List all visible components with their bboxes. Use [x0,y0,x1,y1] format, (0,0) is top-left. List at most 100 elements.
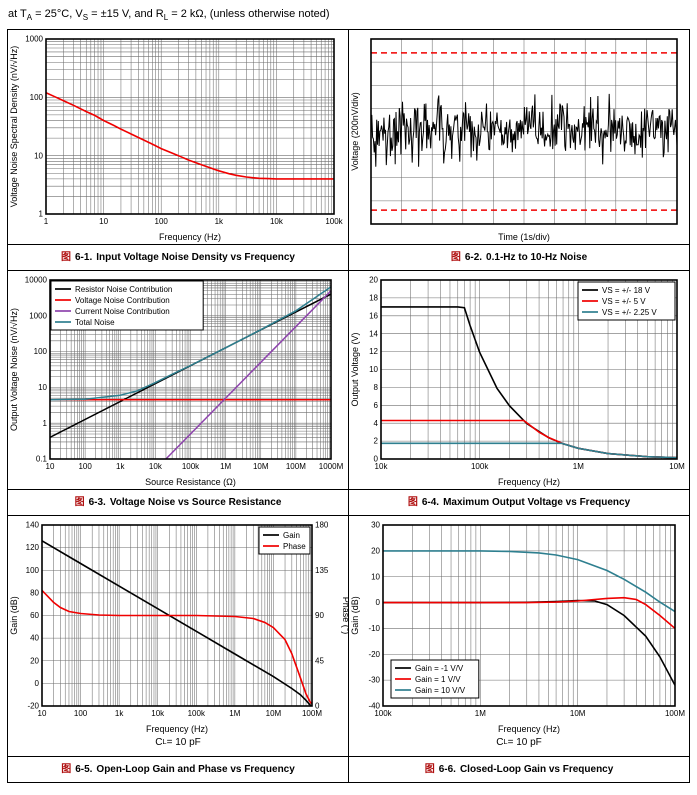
vs-5-curve [381,419,677,459]
svg-text:1000: 1000 [25,35,43,44]
figure-cell-6-1: 1 10 100 1k 10k 100k 1 10 100 1000 Frequency (Hz) V… [8,30,348,271]
svg-text:80: 80 [30,589,39,598]
svg-text:0.1: 0.1 [36,455,48,464]
svg-text:Voltage (200nV/div): Voltage (200nV/div) [350,92,360,171]
subtitle-text: C [155,737,163,749]
svg-text:-20: -20 [27,702,39,711]
svg-text:2: 2 [374,437,379,446]
svg-text:0: 0 [376,598,381,607]
svg-text:10M: 10M [570,709,586,718]
fig6-6-plot: 100k 1M 10M 100M -40 -30 -20 -10 0 10 20 30 Frequenc… [350,521,685,734]
fig6-3-plot: 10 100 1k 10k 100k 1M 10M 100M 1000M 0.1 1 10 100 100… [9,276,344,487]
gain-10-curve [383,550,675,613]
svg-text:12: 12 [369,347,378,356]
svg-text:140: 140 [26,521,40,530]
svg-text:10: 10 [38,709,47,718]
svg-text:45: 45 [315,657,324,666]
svg-text:Voltage Noise Spectral Density: Voltage Noise Spectral Density (nV/√Hz) [9,46,19,208]
svg-text:100k: 100k [374,709,392,718]
svg-text:Frequency (Hz): Frequency (Hz) [146,724,208,734]
caption-number: 6-2. [464,252,483,264]
figure-glyph-icon: 图 [450,251,461,263]
svg-text:VS = +/- 2.25 V: VS = +/- 2.25 V [602,308,657,317]
svg-text:16: 16 [369,312,378,321]
svg-text:-10: -10 [368,624,380,633]
svg-text:10: 10 [99,217,108,226]
svg-text:Phase: Phase [283,542,306,551]
cond-text: = 2 kΩ, (unless otherwise noted) [168,8,330,20]
noise-density-curve [46,92,334,180]
svg-text:10k: 10k [375,462,389,471]
svg-text:10: 10 [46,462,55,471]
svg-text:0: 0 [374,455,379,464]
svg-text:Frequency (Hz): Frequency (Hz) [159,232,221,242]
svg-text:100M: 100M [665,709,685,718]
svg-text:180: 180 [315,521,329,530]
cond-text: at T [8,8,27,20]
svg-text:10M: 10M [669,462,685,471]
svg-text:Voltage Noise Contribution: Voltage Noise Contribution [75,296,170,305]
vs-2p25-curve [381,442,677,459]
svg-text:18: 18 [369,294,378,303]
svg-text:10M: 10M [266,709,282,718]
svg-text:1: 1 [43,419,48,428]
subtitle-sub: L [503,737,508,747]
open-loop-gain-curve [42,540,312,707]
chart-fig6-2: Time (1s/div) Voltage (200nV/div) [349,30,689,244]
chart-fig6-6: 100k 1M 10M 100M -40 -30 -20 -10 0 10 20 30 Frequenc… [349,516,689,736]
caption-title: Closed-Loop Gain vs Frequency [459,764,614,776]
test-conditions-line: at TA = 25°C, VS = ±15 V, and RL = 2 kΩ,… [8,8,690,22]
svg-text:90: 90 [315,611,324,620]
noise-trace-curve [371,94,677,167]
cond-sub-a: A [26,13,33,23]
subtitle-text: = 10 pF [166,737,201,749]
caption-title: Input Voltage Noise Density vs Frequency [96,252,295,264]
svg-text:Time (1s/div): Time (1s/div) [498,232,550,242]
figure-glyph-icon: 图 [61,763,72,775]
figure-cell-6-6: 100k 1M 10M 100M -40 -30 -20 -10 0 10 20 30 Frequenc… [349,516,689,783]
svg-text:40: 40 [30,634,39,643]
current-noise-curve [165,290,331,460]
svg-text:-20: -20 [368,650,380,659]
svg-text:10M: 10M [253,462,269,471]
svg-text:100k: 100k [182,462,200,471]
fig6-5-plot: 10 100 1k 10k 100k 1M 10M 100M -20 0 20 40 60 80 100 12… [9,521,351,734]
figure-caption-6-5: 图 6-5. Open-Loop Gain and Phase vs Frequen… [8,756,348,782]
svg-text:Gain: Gain [283,531,300,540]
svg-text:1k: 1k [215,217,224,226]
svg-text:Current Noise Contribution: Current Noise Contribution [75,307,170,316]
svg-text:30: 30 [371,521,380,530]
chart-fig6-4: 10k 100k 1M 10M 0 2 4 6 8 10 12 14 16 18 20 Frequency (… [349,271,689,489]
caption-title: Maximum Output Voltage vs Frequency [443,497,631,509]
svg-text:Resistor Noise Contribution: Resistor Noise Contribution [75,285,172,294]
caption-number: 6-1. [75,252,93,264]
caption-number: 6-5. [75,764,93,776]
svg-text:10k: 10k [151,709,165,718]
svg-text:100k: 100k [188,709,206,718]
caption-number: 6-4. [421,497,440,509]
svg-text:8: 8 [374,383,379,392]
svg-text:-40: -40 [368,702,380,711]
cond-sub-s: S [82,13,89,23]
svg-text:Gain (dB): Gain (dB) [9,596,19,635]
svg-text:Gain (dB): Gain (dB) [350,596,360,635]
figure-cell-6-2: Time (1s/div) Voltage (200nV/div) 图 6-2. 0.… [349,30,689,271]
caption-number: 6-3. [88,497,106,509]
svg-text:100: 100 [78,462,92,471]
svg-text:1: 1 [39,210,44,219]
legend-box [50,280,204,331]
gain-plus1-curve [383,597,675,630]
svg-text:100: 100 [30,93,44,102]
svg-text:20: 20 [369,276,378,285]
svg-text:100: 100 [34,347,48,356]
caption-title: Open-Loop Gain and Phase vs Frequency [96,764,295,776]
svg-text:100M: 100M [286,462,306,471]
svg-text:4: 4 [374,419,379,428]
svg-text:100k: 100k [325,217,343,226]
svg-text:20: 20 [30,657,39,666]
figure-glyph-icon: 图 [424,763,435,775]
svg-text:Output Voltage (V): Output Voltage (V) [350,333,360,407]
